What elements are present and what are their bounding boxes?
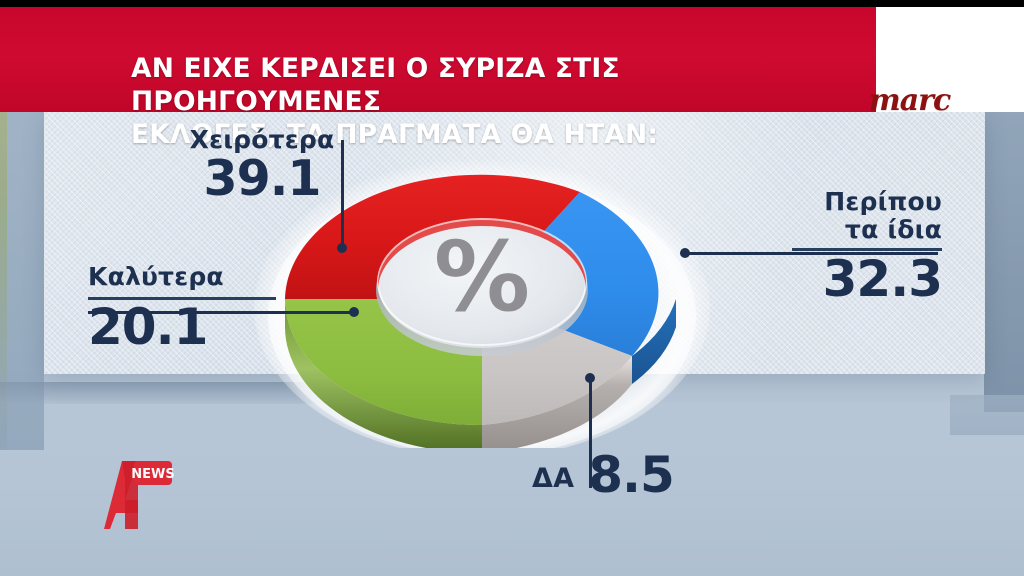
banner-title-line2: ΕΚΛΟΓΕΣ, ΤΑ ΠΡΑΓΜΑΤΑ ΘΑ ΗΤΑΝ:: [131, 119, 659, 150]
banner-title: ΑΝ ΕΙΧΕ ΚΕΡΔΙΣΕΙ Ο ΣΥΡΙΖΑ ΣΤΙΣ ΠΡΟΗΓΟΥΜΕ…: [131, 52, 871, 151]
pie-center-hole: [376, 218, 588, 356]
background-right-pillar: [984, 112, 1024, 412]
channel-logo-svg: NEWS: [104, 461, 174, 529]
label-worse: Χειρότερα 39.1: [182, 126, 342, 204]
label-dk-value: 8.5: [588, 446, 675, 504]
slice-side-same: [632, 299, 676, 384]
news-badge: [134, 461, 172, 485]
banner-title-line1: ΑΝ ΕΙΧΕ ΚΕΡΔΙΣΕΙ Ο ΣΥΡΙΖΑ ΣΤΙΣ ΠΡΟΗΓΟΥΜΕ…: [131, 53, 620, 117]
label-same-caption-line1: Περίπου: [824, 187, 942, 216]
leader-line-dk: [589, 378, 592, 488]
label-worse-value: 39.1: [203, 150, 322, 207]
percent-symbol: %: [434, 221, 530, 333]
leader-line-worse: [341, 140, 344, 248]
title-banner-white-block: [876, 7, 1024, 112]
label-worse-caption: Χειρότερα: [189, 125, 335, 154]
leader-dot-worse: [337, 243, 347, 253]
label-better-caption: Καλύτερα: [88, 262, 224, 291]
leader-dot-same: [680, 248, 690, 258]
news-badge-label: NEWS: [131, 467, 174, 482]
leader-dot-dk: [585, 373, 595, 383]
leader-line-same: [684, 252, 938, 255]
background-shelf: [0, 382, 330, 404]
label-better: Καλύτερα 20.1: [88, 263, 278, 352]
label-dk: ΔΑ 8.5: [532, 446, 675, 504]
channel-logo: NEWS: [78, 455, 174, 533]
label-same-value: 32.3: [822, 250, 943, 308]
pie-extrusion: [285, 299, 676, 448]
background-left-accent: [0, 30, 7, 450]
label-same-caption-line2: τα ίδια: [844, 215, 942, 244]
slice-side-dk: [482, 356, 632, 448]
slice-side-better: [285, 299, 482, 448]
background-right-ledge: [950, 395, 1024, 435]
title-banner: [0, 7, 876, 112]
label-same: Περίπου τα ίδια 32.3: [790, 187, 943, 308]
pollster-logo: marc: [869, 83, 951, 118]
leader-dot-better: [349, 307, 359, 317]
leader-line-better: [88, 311, 354, 314]
letterbox-top: [0, 0, 1024, 7]
label-better-value: 20.1: [88, 298, 208, 356]
label-same-rule: [792, 248, 942, 251]
label-dk-caption: ΔΑ: [532, 463, 575, 494]
label-better-rule: [88, 297, 276, 300]
